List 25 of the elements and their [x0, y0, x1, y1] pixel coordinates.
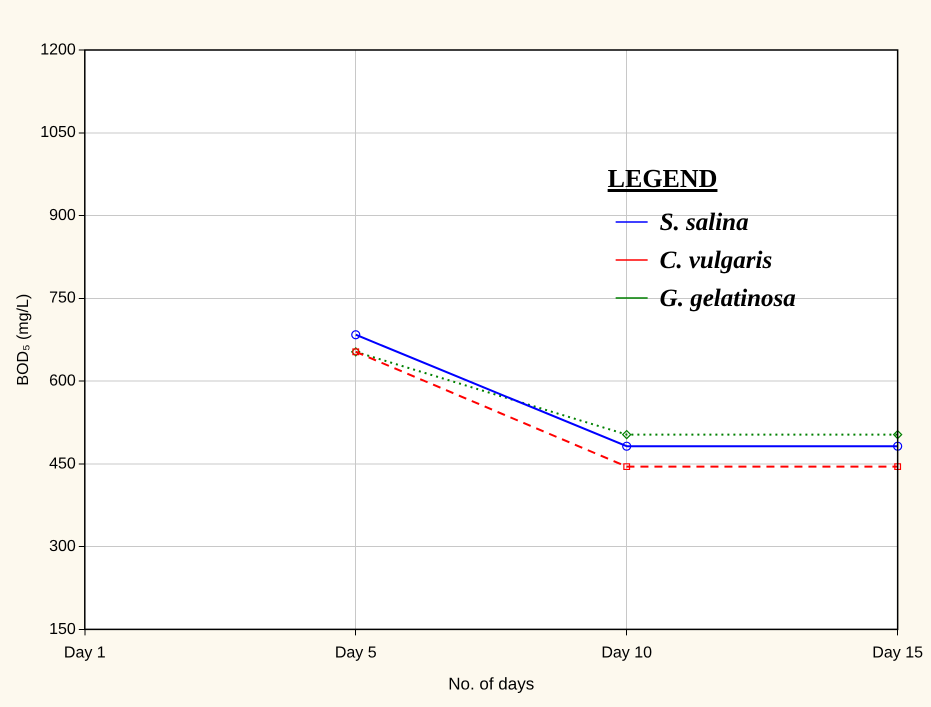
x-axis-title: No. of days: [448, 674, 534, 694]
point: [893, 430, 902, 440]
x-tick-label: Day 15: [872, 644, 924, 662]
point: [894, 463, 902, 470]
y-tick-label: 450: [49, 455, 76, 472]
y-tick-label: 900: [49, 206, 76, 224]
point: [622, 430, 632, 440]
legend-label: G. gelatinosa: [660, 285, 796, 312]
y-tick-label: 150: [49, 620, 76, 638]
y-tick-label: 300: [49, 538, 76, 556]
legend-label: S. salina: [660, 209, 749, 236]
y-tick-label: 600: [49, 372, 76, 390]
point: [351, 330, 360, 340]
legend-label: C. vulgaris: [660, 247, 772, 274]
x-tick-label: Day 10: [601, 644, 652, 662]
y-tick-label: 750: [49, 290, 76, 307]
legend-title: LEGEND: [608, 164, 718, 194]
point: [623, 463, 630, 470]
point: [893, 442, 902, 451]
point: [622, 442, 632, 451]
y-axis-title: BOD₅ (mg/L): [15, 294, 32, 386]
y-tick-label: 1050: [40, 124, 76, 142]
x-tick-label: Day 1: [64, 644, 106, 662]
x-tick-label: Day 5: [334, 644, 377, 662]
y-tick-label: 1200: [40, 41, 76, 58]
